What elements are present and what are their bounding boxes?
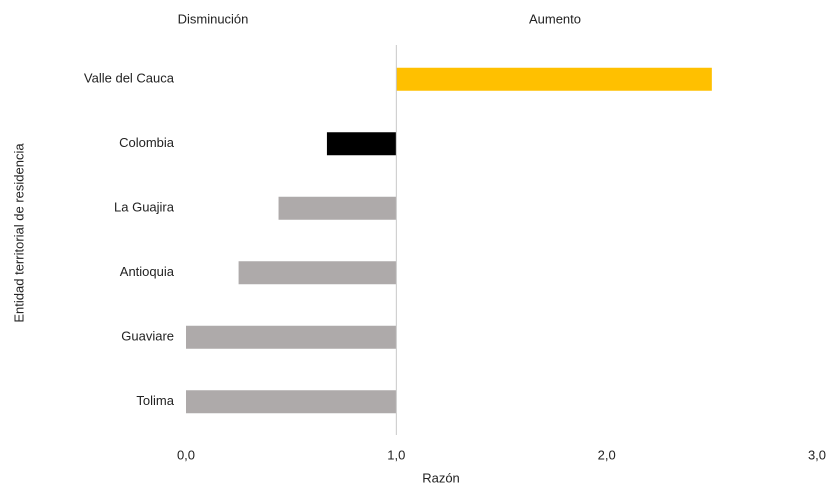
y-tick-label: Antioquia [120, 264, 175, 279]
x-tick-label: 1,0 [387, 447, 405, 462]
bar [278, 196, 397, 220]
x-tick-label: 2,0 [598, 447, 616, 462]
bar [186, 325, 397, 349]
annotation: Disminución [178, 11, 249, 26]
y-axis-title: Entidad territorial de residencia [11, 143, 26, 323]
y-tick-label: Guaviare [121, 329, 174, 344]
y-tick-label: La Guajira [114, 200, 175, 215]
y-tick-label: Colombia [119, 135, 175, 150]
bar [186, 390, 397, 414]
bar [326, 132, 397, 156]
y-tick-label: Valle del Cauca [84, 71, 175, 86]
x-axis-title: Razón [422, 470, 460, 485]
bar [238, 261, 397, 285]
bar [396, 67, 712, 91]
x-tick-label: 3,0 [808, 447, 826, 462]
x-tick-label: 0,0 [177, 447, 195, 462]
y-tick-label: Tolima [136, 393, 174, 408]
annotation: Aumento [529, 11, 581, 26]
